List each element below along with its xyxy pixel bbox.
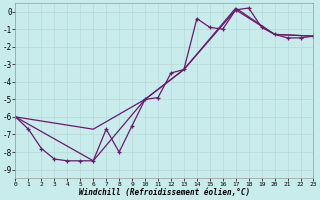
- X-axis label: Windchill (Refroidissement éolien,°C): Windchill (Refroidissement éolien,°C): [79, 188, 250, 197]
